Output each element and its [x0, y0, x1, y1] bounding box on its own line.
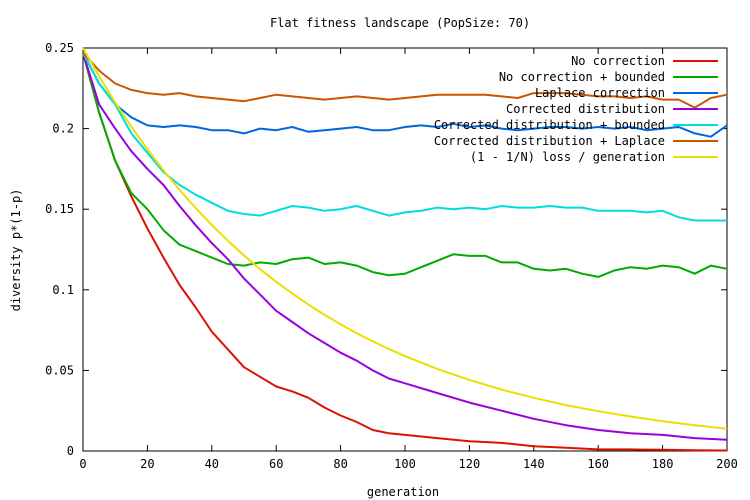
- x-tick-label: 160: [587, 457, 609, 471]
- legend-label-2: No correction + bounded: [499, 70, 665, 84]
- legend-label-6: Corrected distribution + Laplace: [434, 134, 665, 148]
- legend-label-5: Corrected distribution + bounded: [434, 118, 665, 132]
- y-tick-label: 0.15: [45, 202, 74, 216]
- y-tick-label: 0.1: [52, 283, 74, 297]
- series-line-4: [82, 52, 728, 441]
- legend-label-7: (1 - 1/N) loss / generation: [470, 150, 665, 164]
- y-tick-label: 0.2: [52, 122, 74, 136]
- series-lines: [82, 47, 728, 452]
- y-axis-label: diversity p*(1-p): [9, 189, 23, 312]
- x-tick-label: 20: [140, 457, 154, 471]
- x-tick-label: 100: [394, 457, 416, 471]
- series-line-1: [82, 52, 728, 452]
- y-tick-label: 0.25: [45, 41, 74, 55]
- series-line-6: [82, 52, 728, 109]
- series-line-7: [82, 47, 728, 430]
- series-line-3: [82, 52, 728, 138]
- x-tick-label: 180: [652, 457, 674, 471]
- series-line-2: [82, 52, 728, 278]
- x-tick-label: 140: [523, 457, 545, 471]
- axis-ticks: 0 20 40 60 80 100 120 140 160 180 200 0 0.05 0.1 0.15 0…: [45, 41, 738, 471]
- x-tick-label: 0: [79, 457, 86, 471]
- x-tick-label: 200: [716, 457, 738, 471]
- legend-label-3: Laplace correction: [535, 86, 665, 100]
- x-axis-label: generation: [367, 485, 439, 499]
- x-tick-label: 80: [333, 457, 347, 471]
- y-tick-label: 0: [67, 444, 74, 458]
- x-tick-label: 60: [269, 457, 283, 471]
- legend-label-4: Corrected distribution: [506, 102, 665, 116]
- x-tick-label: 40: [205, 457, 219, 471]
- x-tick-label: 120: [459, 457, 481, 471]
- legend: No correction No correction + bounded Lapl…: [434, 54, 718, 164]
- y-tick-label: 0.05: [45, 363, 74, 377]
- legend-label-1: No correction: [571, 54, 665, 68]
- chart-title: Flat fitness landscape (PopSize: 70): [270, 16, 530, 30]
- series-line-5: [82, 52, 727, 222]
